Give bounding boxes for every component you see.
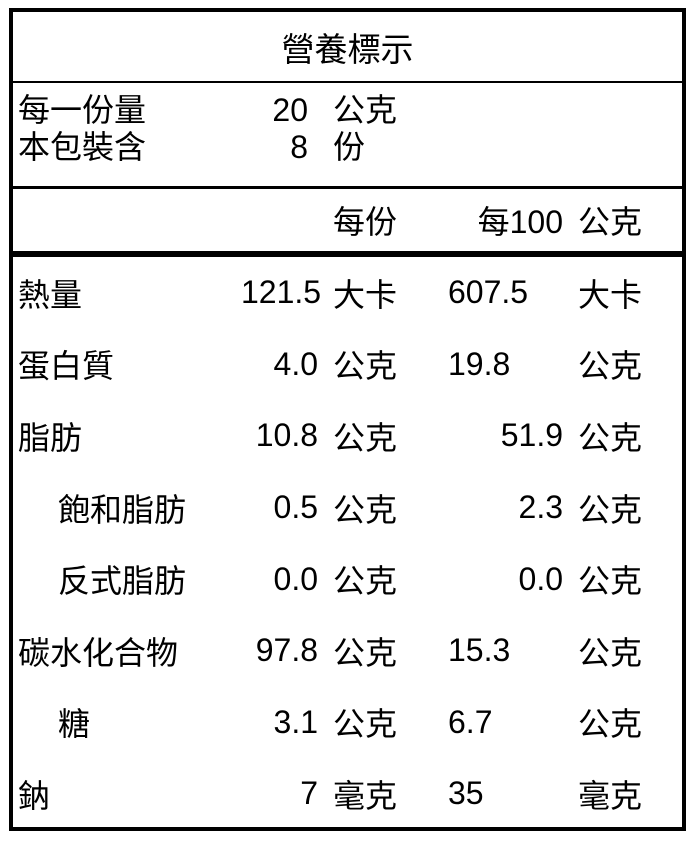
- col-header-per-100-unit: 公克: [578, 204, 643, 240]
- per-100-unit: 公克: [578, 706, 643, 743]
- per-100-unit: 公克: [578, 634, 643, 671]
- per-100-value: 6.7: [448, 703, 493, 740]
- per-serving-value: 4.0: [273, 345, 318, 382]
- serving-size-label: 每一份量: [18, 92, 147, 128]
- servings-per-package-value: 8: [290, 129, 308, 165]
- serving-info-section: 每一份量 20 公克 本包裝含 8 份: [13, 83, 682, 189]
- per-serving-unit: 公克: [333, 563, 398, 600]
- servings-per-package-row: 本包裝含 8 份: [13, 129, 682, 166]
- nutrient-row-carbohydrate: 碳水化合物 97.8 公克 15.3 公克: [13, 615, 682, 687]
- nutrient-row-protein: 蛋白質 4.0 公克 19.8 公克: [13, 329, 682, 401]
- nutrient-row-sodium: 鈉 7 毫克 35 毫克: [13, 758, 682, 830]
- per-100-unit: 公克: [578, 419, 643, 456]
- servings-per-package-unit: 份: [333, 129, 366, 165]
- nutrient-label: 蛋白質: [18, 348, 115, 385]
- per-serving-unit: 毫克: [333, 777, 398, 814]
- serving-size-value: 20: [272, 92, 308, 128]
- nutrient-label: 鈉: [18, 777, 51, 814]
- nutrient-row-saturated-fat: 飽和脂肪 0.5 公克 2.3 公克: [13, 472, 682, 544]
- nutrient-row-sugar: 糖 3.1 公克 6.7 公克: [13, 687, 682, 759]
- serving-size-unit: 公克: [333, 92, 398, 128]
- serving-size-row: 每一份量 20 公克: [13, 92, 682, 129]
- per-100-value: 2.3: [518, 489, 563, 526]
- nutrient-row-calories: 熱量 121.5 大卡 607.5 大卡: [13, 257, 682, 329]
- servings-per-package-label: 本包裝含: [18, 129, 147, 165]
- per-100-value: 0.0: [518, 560, 563, 597]
- col-header-per-serving: 每份: [333, 204, 398, 240]
- per-100-unit: 公克: [578, 563, 643, 600]
- per-serving-value: 7: [300, 775, 318, 812]
- per-serving-value: 97.8: [255, 632, 318, 669]
- title-section: 營養標示: [13, 12, 682, 83]
- nutrient-label: 飽和脂肪: [58, 491, 187, 528]
- per-serving-value: 121.5: [241, 274, 322, 311]
- per-serving-value: 10.8: [255, 417, 318, 454]
- nutrient-label: 脂肪: [18, 419, 83, 456]
- per-100-value: 15.3: [448, 632, 511, 669]
- per-serving-value: 0.0: [273, 560, 318, 597]
- page-title: 營養標示: [281, 30, 414, 68]
- column-header-row: 每份 每100 公克: [13, 189, 682, 257]
- per-100-value: 51.9: [500, 417, 563, 454]
- per-serving-unit: 大卡: [333, 276, 398, 313]
- nutrient-label: 碳水化合物: [18, 634, 179, 671]
- nutrition-label-table: 營養標示 每一份量 20 公克 本包裝含 8 份 每份 每100 公克 熱量 1…: [9, 8, 686, 831]
- nutrient-label: 反式脂肪: [58, 563, 187, 600]
- nutrient-row-trans-fat: 反式脂肪 0.0 公克 0.0 公克: [13, 543, 682, 615]
- per-serving-unit: 公克: [333, 419, 398, 456]
- per-serving-unit: 公克: [333, 491, 398, 528]
- per-serving-unit: 公克: [333, 348, 398, 385]
- nutrient-label: 糖: [58, 706, 91, 743]
- per-100-unit: 公克: [578, 491, 643, 528]
- per-100-unit: 公克: [578, 348, 643, 385]
- nutrient-label: 熱量: [18, 276, 83, 313]
- per-serving-value: 0.5: [273, 489, 318, 526]
- per-serving-value: 3.1: [273, 703, 318, 740]
- per-100-value: 607.5: [448, 274, 529, 311]
- nutrient-row-fat: 脂肪 10.8 公克 51.9 公克: [13, 400, 682, 472]
- per-100-unit: 毫克: [578, 777, 643, 814]
- per-100-value: 19.8: [448, 345, 511, 382]
- per-100-unit: 大卡: [578, 276, 643, 313]
- col-header-per-100: 每100: [477, 204, 563, 240]
- per-serving-unit: 公克: [333, 706, 398, 743]
- per-serving-unit: 公克: [333, 634, 398, 671]
- per-100-value: 35: [448, 775, 484, 812]
- nutrient-rows: 熱量 121.5 大卡 607.5 大卡 蛋白質 4.0 公克 19.8 公克 …: [13, 257, 682, 830]
